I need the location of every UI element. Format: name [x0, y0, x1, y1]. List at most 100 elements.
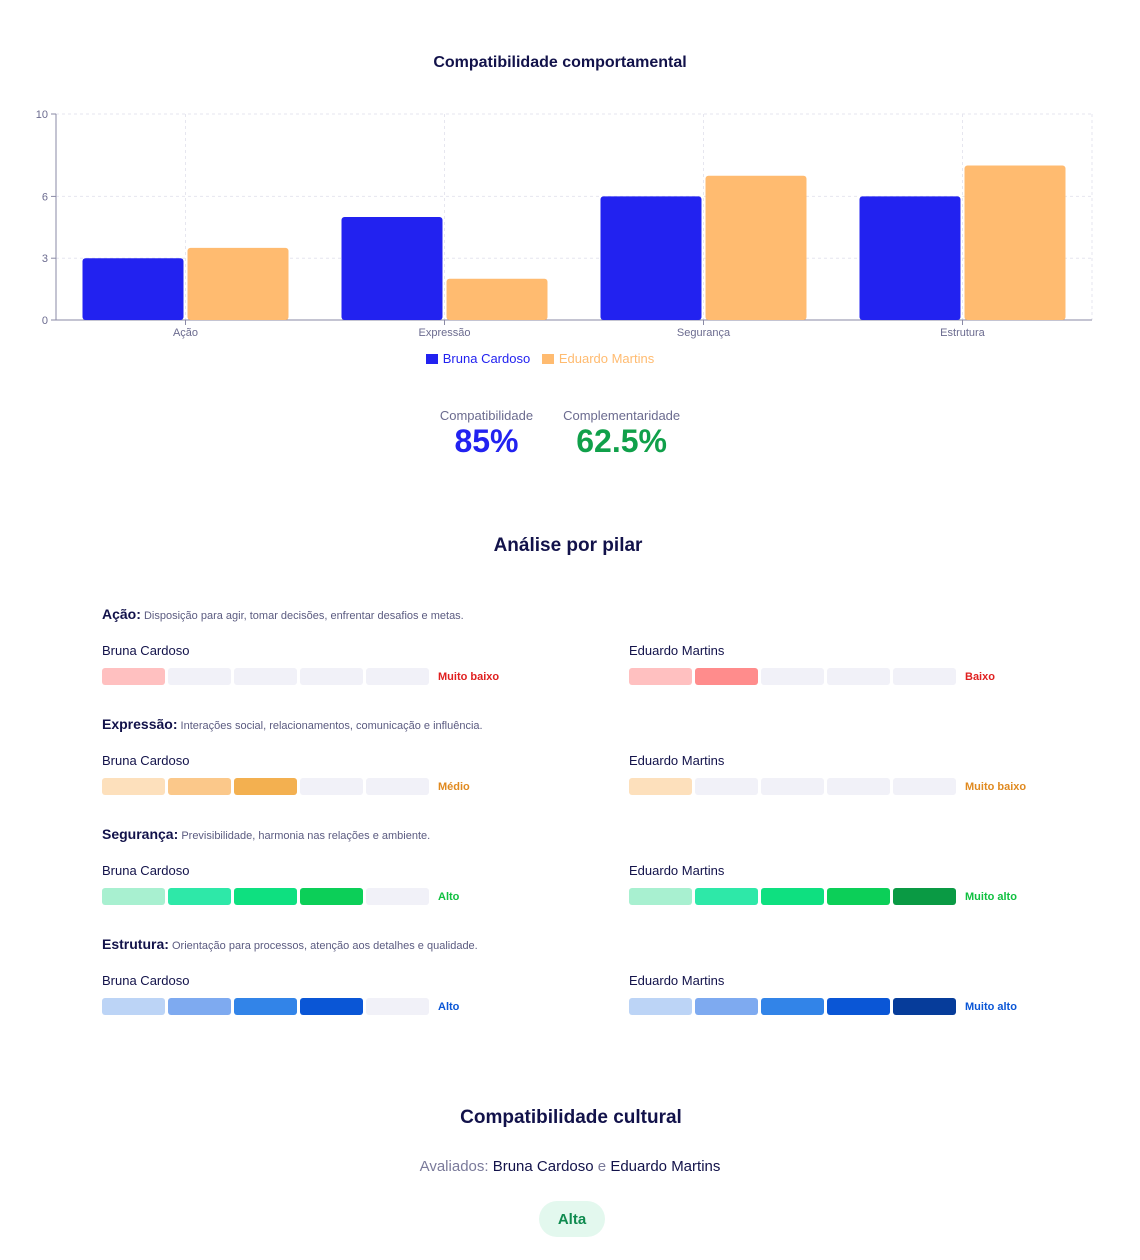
legend-swatch: [541, 353, 554, 364]
bar-bruna: [859, 196, 961, 320]
level-segment: [761, 668, 824, 685]
legend-item-eduardo[interactable]: Eduardo Martins: [541, 351, 655, 366]
level-segment: [300, 888, 363, 905]
level-segment: [168, 778, 231, 795]
cultural-subtitle: Avaliados: Bruna Cardoso e Eduardo Marti…: [0, 1158, 1140, 1175]
pillar-name: Ação:: [102, 606, 141, 622]
y-tick-label: 3: [42, 253, 48, 265]
level-segment: [366, 778, 429, 795]
metric-compatibilidade: Compatibilidade 85%: [440, 408, 533, 460]
level-segment: [761, 998, 824, 1015]
pillar-description: Disposição para agir, tomar decisões, en…: [143, 610, 464, 622]
x-tick-label: Segurança: [677, 327, 731, 339]
person-name: Bruna Cardoso: [102, 973, 190, 988]
person-name: Eduardo Martins: [629, 973, 725, 988]
level-label: Muito baixo: [438, 670, 500, 683]
level-segment: [893, 888, 956, 905]
cultural-title: Compatibilidade cultural: [460, 1107, 682, 1128]
level-bar: Alto: [102, 888, 459, 905]
level-segment: [234, 778, 297, 795]
level-segment: [827, 998, 890, 1015]
level-segment: [300, 668, 363, 685]
bar-eduardo: [446, 278, 548, 320]
bar-eduardo: [705, 175, 807, 320]
level-segment: [234, 998, 297, 1015]
bar-eduardo: [187, 247, 289, 320]
level-segment: [234, 668, 297, 685]
level-segment: [893, 998, 956, 1015]
y-tick-label: 10: [36, 109, 48, 121]
level-segment: [366, 998, 429, 1015]
level-label: Alto: [438, 890, 460, 903]
level-segment: [300, 998, 363, 1015]
metric-label: Compatibilidade: [439, 408, 534, 423]
cultural-person-a: Bruna Cardoso: [492, 1158, 594, 1175]
y-tick-label: 0: [42, 315, 48, 327]
person-name: Bruna Cardoso: [102, 753, 190, 768]
metric-value: 62.5%: [576, 423, 667, 459]
level-segment: [629, 778, 692, 795]
level-segment: [300, 778, 363, 795]
level-segment: [695, 888, 758, 905]
level-segment: [695, 668, 758, 685]
pillar-description: Previsibilidade, harmonia nas relações e…: [181, 830, 431, 842]
y-tick-label: 6: [42, 191, 48, 203]
person-name: Eduardo Martins: [629, 753, 725, 768]
level-segment: [629, 888, 692, 905]
metric-value: 85%: [454, 423, 519, 459]
analysis-title: Análise por pilar: [493, 535, 643, 556]
level-segment: [102, 888, 165, 905]
level-bar: Alto: [102, 998, 459, 1015]
legend-swatch: [425, 353, 438, 364]
pillar-name: Segurança:: [102, 826, 179, 842]
level-segment: [234, 888, 297, 905]
legend-item-bruna[interactable]: Bruna Cardoso: [425, 351, 531, 366]
chart-title: Compatibilidade comportamental: [433, 54, 687, 71]
level-label: Alto: [438, 1000, 460, 1013]
pillar-name: Expressão:: [102, 716, 178, 732]
legend-label: Eduardo Martins: [558, 351, 655, 366]
chart-legend: Bruna Cardoso Eduardo Martins: [0, 351, 1080, 367]
level-segment: [827, 778, 890, 795]
pillar-description: Orientação para processos, atenção aos d…: [171, 940, 478, 952]
level-segment: [366, 888, 429, 905]
level-bar: Muito alto: [629, 998, 1017, 1015]
bar-bruna: [600, 196, 702, 320]
pillar-header: Segurança: Previsibilidade, harmonia nas…: [102, 826, 430, 842]
level-bar: Médio: [102, 778, 470, 795]
level-segment: [827, 888, 890, 905]
level-label: Médio: [438, 780, 470, 793]
level-segment: [168, 888, 231, 905]
x-tick-label: Ação: [173, 327, 198, 339]
pillar-description: Interações social, relacionamentos, comu…: [180, 720, 483, 732]
metrics-row: Compatibilidade 85% Complementaridade 62…: [0, 408, 1120, 460]
level-label: Muito baixo: [965, 780, 1027, 793]
level-segment: [761, 778, 824, 795]
metric-complementaridade: Complementaridade 62.5%: [563, 408, 680, 460]
level-segment: [893, 778, 956, 795]
cultural-person-b: Eduardo Martins: [610, 1158, 721, 1175]
legend-label: Bruna Cardoso: [442, 351, 531, 366]
level-segment: [629, 998, 692, 1015]
cultural-prefix: Avaliados:: [419, 1158, 489, 1175]
bar-eduardo: [964, 165, 1066, 320]
level-label: Muito alto: [965, 890, 1017, 903]
cultural-connector: e: [597, 1158, 607, 1175]
level-segment: [102, 778, 165, 795]
level-segment: [102, 668, 165, 685]
level-bar: Muito baixo: [102, 668, 499, 685]
level-segment: [366, 668, 429, 685]
pillar-header: Estrutura: Orientação para processos, at…: [102, 936, 478, 952]
metric-label: Complementaridade: [563, 408, 681, 423]
level-bar: Baixo: [629, 668, 995, 685]
level-segment: [761, 888, 824, 905]
level-segment: [168, 998, 231, 1015]
level-bar: Muito alto: [629, 888, 1017, 905]
bar-bruna: [82, 258, 184, 320]
x-tick-label: Estrutura: [940, 327, 986, 339]
person-name: Bruna Cardoso: [102, 643, 190, 658]
x-tick-label: Expressão: [419, 327, 471, 339]
level-segment: [893, 668, 956, 685]
level-label: Muito alto: [965, 1000, 1017, 1013]
pillar-header: Ação: Disposição para agir, tomar decisõ…: [102, 606, 464, 622]
